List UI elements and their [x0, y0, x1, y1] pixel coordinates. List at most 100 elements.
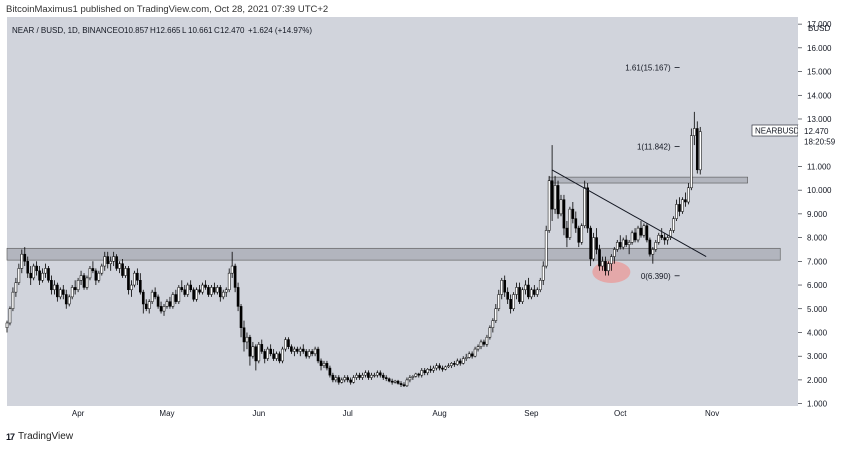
candle-body: [378, 372, 382, 376]
candle-body: [550, 180, 554, 210]
candle-body: [648, 239, 652, 255]
candle-body: [304, 351, 308, 357]
candle-body: [355, 374, 358, 378]
candle-body: [639, 227, 643, 236]
candle-body: [482, 341, 486, 345]
candle-body: [177, 287, 181, 302]
candle-body: [76, 280, 80, 291]
candle-body: [56, 284, 59, 298]
candle-body: [547, 180, 551, 231]
candle-body: [183, 289, 187, 295]
candle-body: [343, 377, 347, 381]
candle-body: [630, 232, 634, 243]
candle-body: [565, 227, 569, 238]
zone-box: [6, 247, 781, 261]
candle-body: [38, 270, 41, 281]
candle-body: [420, 370, 424, 376]
candle-body: [41, 272, 44, 281]
candle-body: [509, 299, 512, 310]
candle-body: [595, 237, 598, 250]
candle-body: [109, 261, 113, 264]
candle-body: [488, 327, 492, 338]
y-tick-label: 14.000: [807, 91, 832, 100]
candle-body: [11, 291, 15, 309]
candle-body: [438, 365, 441, 369]
candle-body: [692, 128, 696, 136]
candle-body: [604, 261, 607, 272]
candle-body: [580, 225, 584, 243]
candle-body: [94, 270, 98, 281]
candle-body: [396, 380, 400, 384]
candle-body: [5, 322, 9, 328]
candle-body: [441, 367, 444, 370]
candle-body: [589, 227, 592, 260]
candle-body: [269, 348, 272, 355]
brand-name[interactable]: TradingView: [18, 431, 74, 442]
candle-body: [411, 376, 415, 378]
candle-body: [568, 208, 572, 238]
candle-body: [390, 380, 394, 383]
candle-body: [136, 272, 139, 281]
candle-body: [485, 336, 489, 345]
y-tick-label: 6.000: [807, 281, 828, 290]
x-tick-label: Aug: [432, 409, 446, 418]
candle-body: [556, 185, 560, 215]
candle-body: [533, 289, 536, 295]
candle-body: [307, 351, 311, 357]
candle-body: [150, 291, 154, 302]
trendline-layer: [551, 169, 707, 258]
candle-body: [583, 187, 587, 226]
candle-body: [402, 384, 406, 387]
candle-body: [213, 287, 216, 293]
candle-body: [633, 232, 637, 241]
candle-body: [73, 287, 77, 291]
x-tick-label: May: [159, 409, 174, 418]
candle-body: [316, 348, 320, 362]
candle-body: [124, 268, 127, 276]
candle-body: [198, 289, 201, 293]
y-tick-label: 7.000: [807, 257, 828, 266]
candle-body: [201, 284, 204, 293]
candle-body: [695, 128, 699, 171]
candle-body: [91, 268, 95, 272]
candle-body: [405, 379, 409, 387]
ohlc-high-label: H: [150, 26, 156, 35]
candle-body: [684, 199, 687, 203]
candle-body: [681, 199, 684, 212]
candle-body: [112, 256, 115, 262]
candle-body: [251, 346, 255, 357]
candle-body: [64, 294, 68, 305]
candle-body: [627, 242, 631, 245]
candle-body: [322, 363, 326, 366]
candle-body: [331, 374, 335, 381]
candle-body: [423, 370, 427, 374]
highlight-layer: [592, 260, 631, 283]
candle-body: [141, 291, 145, 305]
fib-level-label: 1.61(15.167): [625, 64, 671, 73]
candle-body: [118, 263, 121, 269]
candle-body: [586, 187, 589, 229]
fib-level-label: 0(6.390): [641, 272, 671, 281]
candle-body: [675, 204, 678, 219]
candle-body: [328, 367, 332, 376]
candle-body: [663, 237, 667, 241]
y-tick-label: 3.000: [807, 352, 828, 361]
candle-body: [399, 383, 403, 385]
candle-body: [334, 377, 338, 381]
candle-body: [340, 379, 344, 383]
candle-body: [346, 377, 350, 381]
candle-body: [450, 363, 453, 366]
price-tag-countdown: 18:20:59: [804, 138, 836, 147]
candle-body: [272, 353, 275, 359]
candle-body: [571, 208, 575, 219]
candle-body: [195, 289, 198, 300]
candle-body: [387, 378, 391, 382]
candle-body: [370, 374, 373, 378]
candle-body: [239, 306, 243, 328]
highlight-ellipse: [592, 260, 631, 283]
candle-body: [458, 360, 462, 364]
candle-body: [260, 344, 264, 352]
descending-trendline: [551, 169, 707, 258]
candle-body: [455, 360, 459, 365]
